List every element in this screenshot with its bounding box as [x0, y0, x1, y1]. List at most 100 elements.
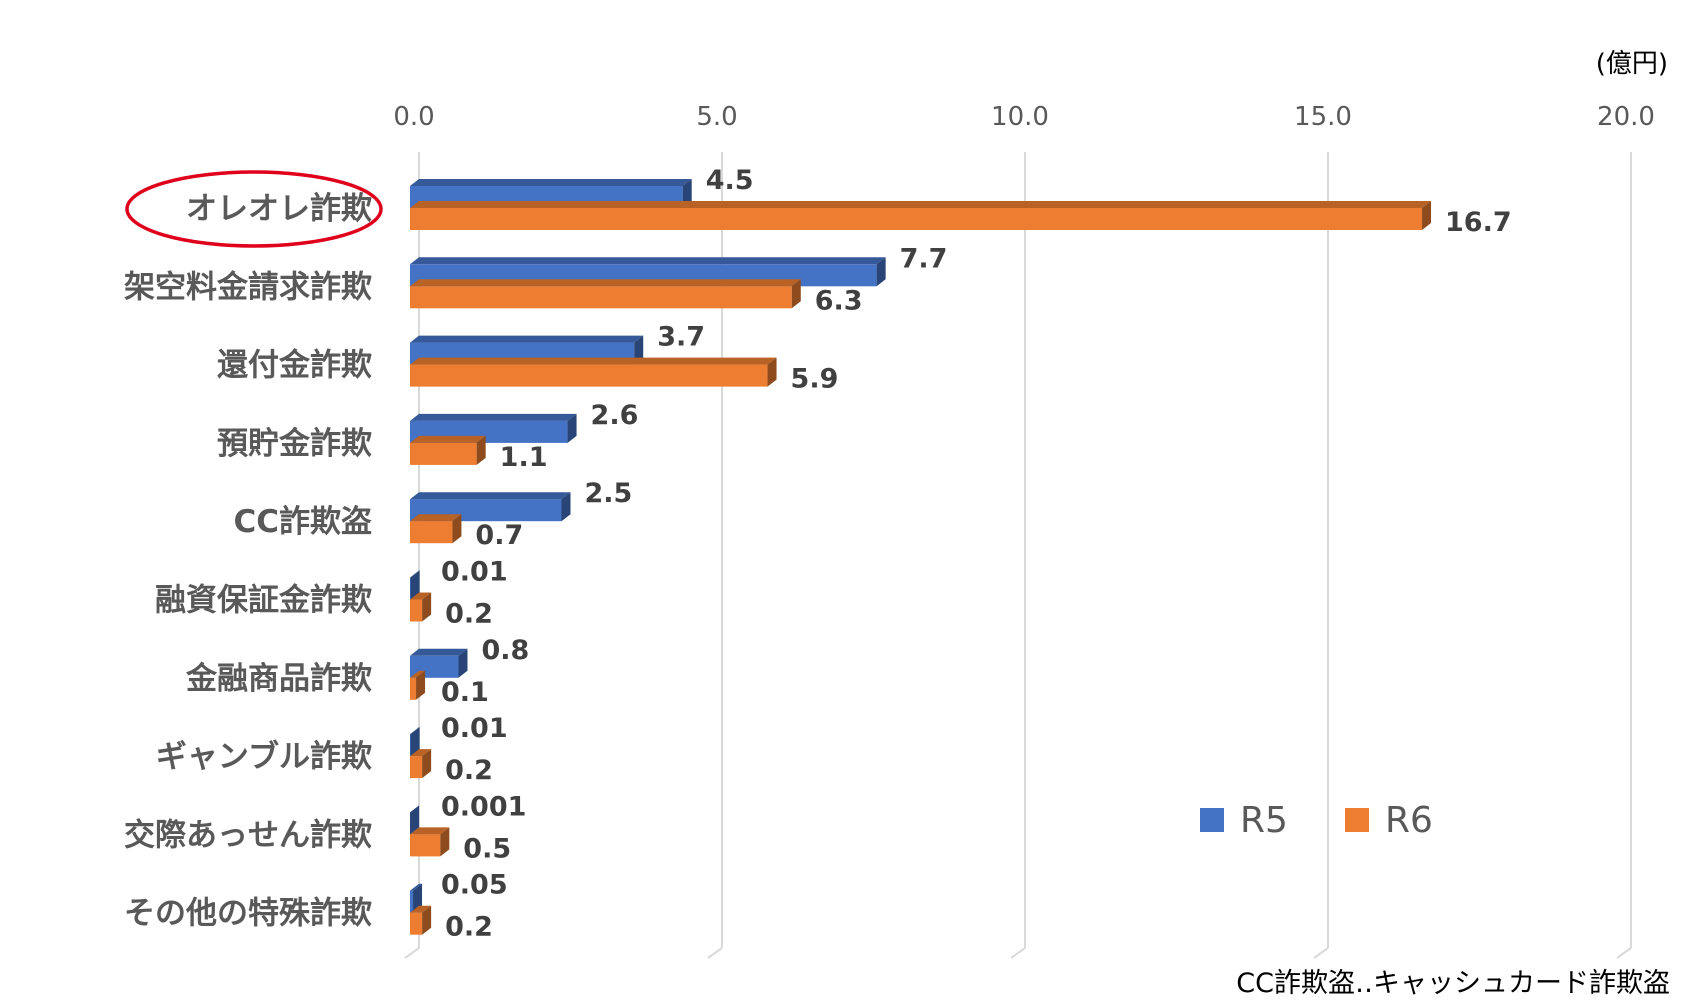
bar-side	[567, 413, 577, 443]
gridline-floor	[1010, 947, 1026, 959]
bar-R6-8	[410, 827, 450, 857]
bar-top	[410, 727, 420, 735]
bar-R6-4	[410, 514, 462, 544]
category-label: オレオレ詐欺	[186, 191, 372, 227]
bar-top	[410, 357, 777, 365]
category-label: CC詐欺盗	[233, 504, 372, 540]
legend-label-R5: R5	[1240, 800, 1288, 841]
bar-front	[410, 442, 477, 465]
legend-swatch-R6	[1345, 808, 1369, 832]
legend-label-R6: R6	[1385, 800, 1433, 841]
bar-R5-8	[410, 805, 420, 835]
bar-front	[410, 208, 1423, 230]
data-label-R6: 6.3	[815, 285, 863, 316]
bar-side	[458, 648, 468, 678]
data-label-R6: 0.2	[445, 912, 493, 943]
bar-front	[410, 890, 414, 913]
data-label-R5: 3.7	[657, 322, 705, 353]
category-label: ギャンブル詐欺	[156, 739, 372, 775]
bar-top	[410, 670, 426, 678]
data-label-R5: 0.05	[441, 870, 508, 901]
legend: R5 R6	[1200, 800, 1433, 841]
x-tick-label: 5.0	[696, 102, 737, 132]
bar-front	[410, 286, 792, 309]
bar-R6-5	[410, 592, 432, 622]
bar-side	[422, 749, 432, 779]
bar-top	[410, 413, 577, 421]
bar-side	[410, 727, 420, 757]
data-label-R6: 0.7	[475, 520, 523, 551]
data-label-R5: 2.5	[585, 478, 633, 509]
bar-R6-2	[410, 357, 777, 387]
bar-top	[410, 335, 644, 343]
bar-side	[791, 279, 801, 309]
bar-top	[410, 279, 801, 287]
bar-R5-5	[410, 570, 420, 600]
bar-R6-0	[410, 201, 1432, 230]
bar-front	[410, 521, 453, 544]
bar-side	[476, 435, 486, 465]
x-tick-label: 0.0	[393, 102, 434, 132]
bars: 4.5 16.7 7.7 6.3 3.7 5.9 2.6 1.1 2.5 0.7 0.01 0.2 0.…	[410, 165, 1512, 943]
data-label-R5: 0.01	[441, 713, 508, 744]
bar-R5-7	[410, 727, 420, 757]
x-tick-label: 10.0	[991, 102, 1049, 132]
bar-top	[410, 201, 1432, 208]
bar-top	[410, 749, 432, 757]
data-label-R5: 0.01	[441, 557, 508, 588]
bar-front	[410, 364, 768, 387]
bar-top	[410, 592, 432, 600]
data-label-R6: 5.9	[791, 364, 839, 395]
data-label-R5: 7.7	[900, 243, 948, 274]
bar-side	[416, 670, 426, 700]
data-label-R6: 0.2	[445, 599, 493, 630]
bar-R6-7	[410, 749, 432, 779]
bar-R5-9	[410, 883, 423, 913]
bar-front	[410, 834, 441, 857]
unit-label: (億円)	[1596, 49, 1668, 79]
bar-side	[422, 905, 432, 935]
bar-top	[410, 805, 420, 813]
data-label-R6: 0.5	[463, 833, 511, 864]
bar-front	[410, 577, 411, 600]
category-label: 預貯金詐欺	[217, 426, 372, 462]
bar-top	[410, 570, 420, 578]
bar-front	[410, 677, 417, 700]
bar-top	[410, 435, 486, 443]
data-label-R5: 0.8	[481, 635, 529, 666]
bar-top	[410, 492, 571, 500]
bar-front	[410, 734, 411, 757]
bar-front	[410, 756, 423, 779]
bar-side	[452, 514, 462, 544]
bar-top	[410, 883, 423, 891]
bar-side	[634, 335, 644, 365]
bar-top	[410, 905, 432, 913]
bar-top	[410, 514, 462, 522]
bar-front	[410, 912, 423, 935]
footnote: CC詐欺盗‥キャッシュカード詐欺盗	[1236, 968, 1670, 999]
gridline-floor	[404, 947, 420, 959]
x-axis-ticks: 0.0 5.0 10.0 15.0 20.0	[393, 102, 1655, 132]
bar-R6-6	[410, 670, 426, 700]
bar-side	[876, 257, 886, 287]
data-label-R6: 16.7	[1445, 207, 1512, 238]
data-label-R6: 1.1	[500, 442, 548, 473]
category-label: 架空料金請求詐欺	[124, 269, 372, 305]
bar-R6-9	[410, 905, 432, 935]
bar-side	[682, 179, 692, 208]
bar-side	[422, 592, 432, 622]
bar-side	[1422, 201, 1432, 230]
bar-R6-1	[410, 279, 801, 309]
category-label: 融資保証金詐欺	[155, 583, 372, 619]
bar-top	[410, 648, 468, 656]
gridline-floor	[707, 947, 723, 959]
bar-side	[767, 357, 777, 387]
highlight-ellipse	[125, 170, 383, 248]
bar-top	[410, 257, 886, 265]
gridline-floor	[1616, 947, 1632, 959]
data-label-R6: 0.1	[441, 677, 489, 708]
data-label-R6: 0.2	[445, 755, 493, 786]
bar-side	[413, 883, 423, 913]
